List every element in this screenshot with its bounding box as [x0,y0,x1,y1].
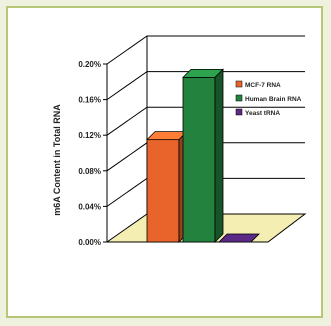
y-tick-label: 0.12% [78,131,101,140]
legend: MCF-7 RNA Human Brain RNA Yeast tRNA [235,80,302,117]
y-axis-label: m6A Content in Total RNA [52,104,62,216]
legend-label: MCF-7 RNA [245,82,281,89]
bars [146,68,260,243]
y-tick-label: 0.20% [78,60,101,69]
y-tick-label: 0.00% [78,238,101,247]
legend-swatch [235,80,243,88]
y-tick-labels: 0.00% 0.04% 0.08% 0.12% 0.16% 0.20% [78,60,101,247]
legend-label: Human Brain RNA [245,96,302,103]
bar-side [214,68,224,243]
legend-swatch [235,94,243,102]
legend-label: Yeast tRNA [245,110,280,117]
y-tick-label: 0.04% [78,202,101,211]
y-tick-label: 0.08% [78,167,101,176]
y-tick-label: 0.16% [78,96,101,105]
bar-front [146,139,180,243]
gridline [106,35,305,65]
legend-swatch [235,108,243,116]
y-axis [103,36,148,243]
bar-front [182,76,216,243]
bar-flat [218,233,260,243]
